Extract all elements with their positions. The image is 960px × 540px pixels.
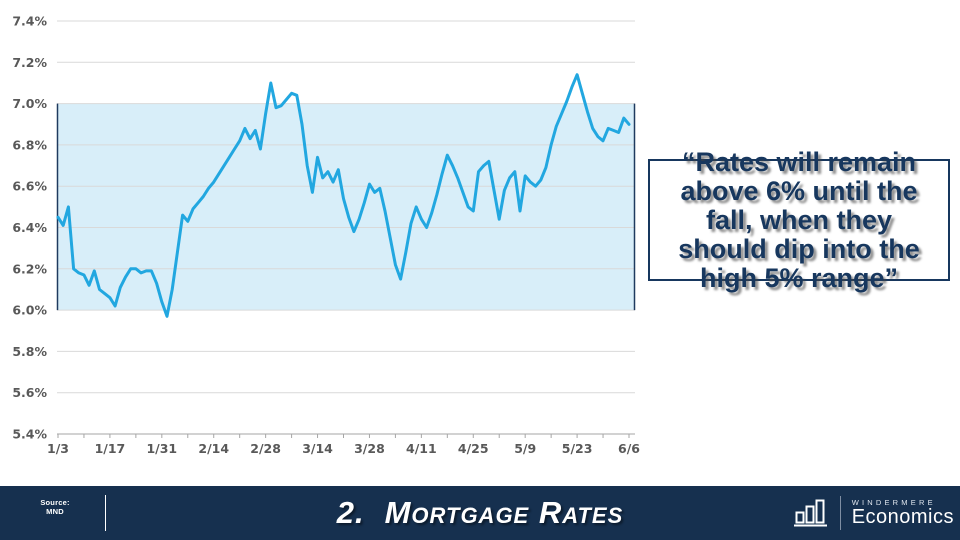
source-value: MND bbox=[46, 506, 64, 516]
y-tick-label: 6.0% bbox=[12, 303, 47, 318]
y-tick-label: 7.2% bbox=[12, 55, 47, 70]
slide-title-text: Mortgage Rates bbox=[384, 495, 624, 530]
slide-number: 2. bbox=[336, 495, 365, 530]
brand-divider bbox=[839, 496, 841, 530]
y-tick-label: 6.6% bbox=[12, 179, 47, 194]
x-tick-label: 5/9 bbox=[514, 441, 536, 456]
source-label: Source: bbox=[40, 498, 70, 507]
x-tick-label: 1/31 bbox=[146, 441, 177, 456]
footer-bar: 2. Mortgage Rates Source: MND WINDERMERE… bbox=[0, 486, 960, 540]
x-tick-label: 1/3 bbox=[47, 441, 69, 456]
x-tick-label: 6/6 bbox=[618, 441, 640, 456]
brand-name: WINDERMERE bbox=[851, 498, 936, 507]
brand-block: WINDERMERE Economics bbox=[793, 486, 954, 540]
source-note: Source: MND bbox=[26, 498, 84, 516]
brand-division: Economics bbox=[851, 506, 954, 528]
quote-box: “Rates will remain above 6% until the fa… bbox=[648, 148, 950, 293]
y-tick-label: 7.4% bbox=[12, 14, 47, 29]
rate-chart-svg: 7.4% 7.2% 7.0% 6.8% 6.6% 6.4% 6.2% 6.0% 5.8% 5.6%… bbox=[12, 14, 640, 457]
x-tick-label: 1/17 bbox=[95, 441, 126, 456]
y-tick-label: 5.4% bbox=[12, 427, 47, 442]
x-tick-label: 4/25 bbox=[458, 441, 489, 456]
x-tick-label: 3/14 bbox=[302, 441, 333, 456]
quote-text: “Rates will remain above 6% until the fa… bbox=[678, 147, 920, 293]
y-tick-label: 6.2% bbox=[12, 261, 47, 276]
rate-line bbox=[56, 73, 631, 318]
y-tick-label: 5.6% bbox=[12, 385, 47, 400]
x-tick-label: 3/28 bbox=[354, 441, 385, 456]
footer-divider bbox=[105, 495, 106, 531]
y-tick-label: 5.8% bbox=[12, 344, 47, 359]
x-tick-label: 5/23 bbox=[562, 441, 593, 456]
slide-title: 2. Mortgage Rates bbox=[0, 486, 960, 540]
x-tick-label: 2/28 bbox=[250, 441, 281, 456]
bar-chart-icon bbox=[793, 499, 827, 527]
x-tick-label: 2/14 bbox=[198, 441, 229, 456]
y-tick-label: 7.0% bbox=[12, 96, 47, 111]
x-tick-label: 4/11 bbox=[406, 441, 437, 456]
y-tick-label: 6.8% bbox=[12, 137, 47, 152]
y-tick-label: 6.4% bbox=[12, 220, 47, 235]
